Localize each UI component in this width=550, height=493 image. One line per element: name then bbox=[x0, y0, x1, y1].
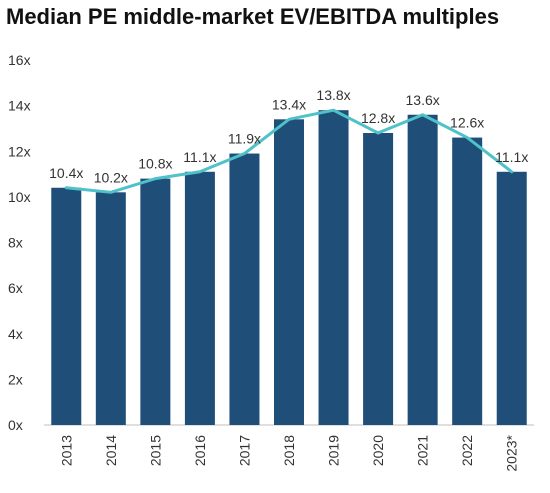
y-tick-label: 2x bbox=[8, 371, 23, 387]
data-label: 11.9x bbox=[228, 131, 261, 147]
y-tick-label: 12x bbox=[8, 143, 31, 159]
y-tick-label: 8x bbox=[8, 235, 23, 251]
bar bbox=[274, 119, 304, 425]
x-tick-label: 2014 bbox=[103, 435, 119, 466]
y-tick-label: 0x bbox=[8, 417, 23, 433]
bar bbox=[319, 110, 349, 425]
y-tick-label: 4x bbox=[8, 326, 23, 342]
x-tick-label: 2013 bbox=[58, 435, 74, 466]
bar bbox=[96, 192, 126, 425]
data-label: 12.6x bbox=[450, 115, 484, 131]
data-label: 11.1x bbox=[183, 149, 216, 165]
x-tick-label: 2022 bbox=[459, 435, 475, 466]
data-label: 10.4x bbox=[49, 165, 83, 181]
bar bbox=[452, 138, 482, 425]
bar bbox=[140, 179, 170, 425]
y-tick-label: 16x bbox=[8, 52, 31, 68]
data-label: 10.8x bbox=[138, 156, 172, 172]
x-tick-label: 2015 bbox=[147, 435, 163, 466]
y-tick-label: 10x bbox=[8, 189, 31, 205]
bar bbox=[185, 172, 215, 425]
x-tick-label: 2019 bbox=[326, 435, 342, 466]
bar bbox=[51, 188, 81, 425]
data-label: 13.8x bbox=[316, 87, 350, 103]
y-tick-label: 14x bbox=[8, 98, 31, 114]
x-tick-label: 2021 bbox=[415, 435, 431, 466]
data-label: 11.1x bbox=[495, 149, 528, 165]
bar bbox=[363, 133, 393, 425]
x-tick-label: 2017 bbox=[236, 435, 252, 466]
bar bbox=[229, 154, 259, 425]
x-tick-label: 2018 bbox=[281, 435, 297, 466]
data-label: 13.6x bbox=[406, 92, 440, 108]
x-tick-label: 2016 bbox=[192, 435, 208, 466]
data-label: 12.8x bbox=[361, 110, 395, 126]
bar bbox=[408, 115, 438, 425]
x-tick-label: 2023* bbox=[504, 434, 520, 471]
data-label: 13.4x bbox=[272, 96, 306, 112]
y-tick-label: 6x bbox=[8, 280, 23, 296]
data-label: 10.2x bbox=[94, 169, 128, 185]
bar bbox=[497, 172, 527, 425]
x-tick-label: 2020 bbox=[370, 435, 386, 466]
